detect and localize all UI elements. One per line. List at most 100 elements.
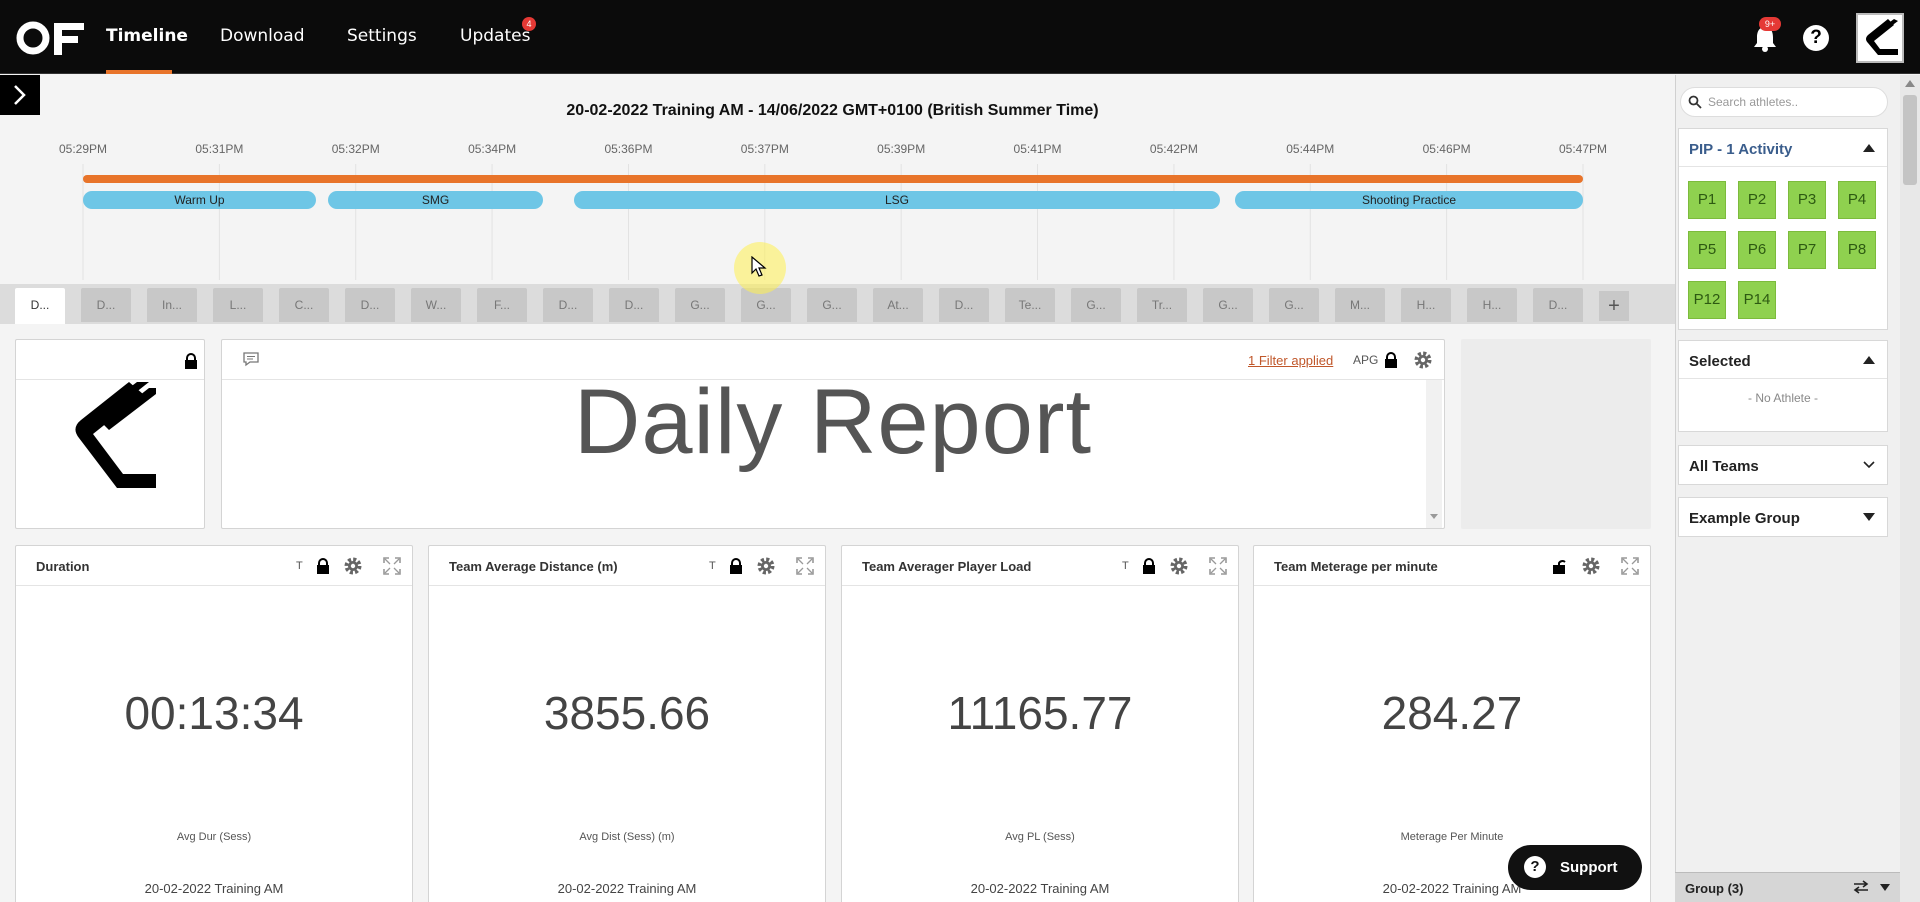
caret-down-icon[interactable] — [1880, 884, 1890, 891]
team-logo — [75, 382, 156, 488]
athlete-chip[interactable]: P6 — [1738, 231, 1776, 269]
nav-updates[interactable]: Updates — [460, 26, 531, 46]
notifications-badge: 9+ — [1759, 17, 1781, 31]
dashboard-tab[interactable]: D... — [1533, 288, 1583, 322]
metric-label: Avg Dur (Sess) — [176, 831, 252, 843]
top-nav-bar: Timeline Download Settings Updates 4 9+ … — [0, 0, 1920, 74]
metric-panel: Team Meterage per minute 284.27 Meterage P… — [1253, 545, 1651, 902]
dashboard-tab[interactable]: G... — [741, 288, 791, 322]
athlete-search-input[interactable]: Search athletes.. — [1680, 87, 1888, 117]
user-avatar[interactable] — [1856, 13, 1904, 63]
report-scrollbar[interactable] — [1426, 380, 1442, 528]
session-range-bar[interactable] — [83, 175, 1583, 183]
dashboard-tab[interactable]: M... — [1335, 288, 1385, 322]
athlete-chip[interactable]: P7 — [1788, 231, 1826, 269]
dashboard-tab[interactable]: H... — [1401, 288, 1451, 322]
filter-applied-link[interactable]: 1 Filter applied — [1248, 353, 1334, 368]
nav-settings[interactable]: Settings — [347, 26, 417, 46]
metric-panel: Team Averager Player Load T 11165.77 Avg PL… — [841, 545, 1239, 902]
dashboard-tab[interactable]: G... — [1269, 288, 1319, 322]
logo-panel — [15, 339, 205, 529]
dashboard-tab[interactable]: D... — [81, 288, 131, 322]
expand-icon[interactable] — [1209, 557, 1227, 575]
dashboard-tab[interactable]: In... — [147, 288, 197, 322]
swap-icon[interactable] — [1852, 880, 1870, 894]
timeline-chart[interactable]: 05:29PM 05:31PM 05:32PM 05:34PM 05:36PM 05:37… — [0, 130, 1675, 286]
dashboard-tab[interactable]: G... — [675, 288, 725, 322]
timeline-segment[interactable] — [328, 191, 543, 209]
lock-icon[interactable] — [184, 353, 198, 369]
app-logo[interactable] — [16, 20, 86, 56]
metric-title: Team Meterage per minute — [1274, 559, 1438, 574]
dashboard-tab[interactable]: Tr... — [1137, 288, 1187, 322]
athlete-chip[interactable]: P5 — [1688, 231, 1726, 269]
timeline-segment[interactable] — [1235, 191, 1583, 209]
timeline-segment[interactable] — [574, 191, 1220, 209]
metric-session: 20-02-2022 Training AM — [144, 881, 284, 896]
dashboard-tab[interactable]: L... — [213, 288, 263, 322]
dashboard-tab[interactable]: G... — [1203, 288, 1253, 322]
athlete-chip[interactable]: P1 — [1688, 181, 1726, 219]
sidebar-scroll-thumb[interactable] — [1903, 95, 1917, 185]
example-group-dropdown[interactable]: Example Group — [1678, 497, 1888, 537]
lock-icon[interactable] — [1384, 352, 1398, 368]
gear-icon[interactable] — [1581, 556, 1601, 576]
dashboard-tab[interactable]: D... — [939, 288, 989, 322]
metric-value: 11165.77 — [947, 687, 1133, 739]
expand-icon[interactable] — [383, 557, 401, 575]
sidebar-scrollbar[interactable] — [1900, 75, 1920, 902]
athlete-chip[interactable]: P14 — [1738, 281, 1776, 319]
active-tab-indicator — [106, 70, 172, 74]
collapse-icon[interactable] — [1863, 144, 1875, 152]
metric-header: Team Average Distance (m) T — [429, 546, 825, 586]
daily-report-panel: 1 Filter applied APG Daily Report — [221, 339, 1445, 529]
nav-download[interactable]: Download — [220, 26, 305, 46]
dashboard-tab[interactable]: Te... — [1005, 288, 1055, 322]
nav-timeline[interactable]: Timeline — [106, 26, 188, 46]
comment-icon[interactable] — [242, 351, 260, 367]
metric-header: Team Meterage per minute — [1254, 546, 1650, 586]
athlete-chip[interactable]: P12 — [1688, 281, 1726, 319]
dashboard-tab[interactable]: At... — [873, 288, 923, 322]
collapse-icon[interactable] — [1863, 356, 1875, 364]
expand-icon[interactable] — [1621, 557, 1639, 575]
metric-type-label: T — [296, 560, 303, 572]
sidebar-toggle-button[interactable] — [0, 75, 40, 115]
athlete-chip[interactable]: P4 — [1838, 181, 1876, 219]
dashboard-tab[interactable]: W... — [411, 288, 461, 322]
help-icon[interactable]: ? — [1803, 25, 1829, 51]
all-teams-dropdown[interactable]: All Teams — [1678, 445, 1888, 485]
lock-icon[interactable] — [316, 558, 330, 574]
athlete-chip[interactable]: P2 — [1738, 181, 1776, 219]
timeline-segment[interactable] — [83, 191, 316, 209]
metric-value: 00:13:34 — [124, 687, 304, 739]
dashboard-tab[interactable]: G... — [1071, 288, 1121, 322]
unlock-icon[interactable] — [1552, 558, 1566, 574]
gear-icon[interactable] — [756, 556, 776, 576]
gear-icon[interactable] — [1413, 350, 1433, 370]
lock-icon[interactable] — [1142, 558, 1156, 574]
gear-icon[interactable] — [343, 556, 363, 576]
timeline-tick-label: 05:31PM — [195, 142, 243, 156]
scroll-up-icon[interactable] — [1905, 80, 1915, 87]
example-group-label: Example Group — [1689, 510, 1800, 527]
lock-icon[interactable] — [729, 558, 743, 574]
athlete-chip[interactable]: P3 — [1788, 181, 1826, 219]
dashboard-tab[interactable]: G... — [807, 288, 857, 322]
timeline-tick-label: 05:29PM — [59, 142, 107, 156]
group-footer-bar[interactable] — [1675, 872, 1900, 902]
scroll-down-icon[interactable] — [1430, 514, 1438, 520]
expand-icon[interactable] — [796, 557, 814, 575]
dashboard-tab[interactable]: D... — [345, 288, 395, 322]
gear-icon[interactable] — [1169, 556, 1189, 576]
dashboard-tab[interactable]: C... — [279, 288, 329, 322]
dashboard-tab[interactable]: F... — [477, 288, 527, 322]
bell-icon[interactable] — [1752, 24, 1778, 52]
dashboard-tab[interactable]: H... — [1467, 288, 1517, 322]
dashboard-tab[interactable]: D... — [609, 288, 659, 322]
add-tab-button[interactable]: + — [1599, 291, 1629, 321]
dashboard-tab[interactable]: D... — [15, 288, 65, 324]
timeline-title: 20-02-2022 Training AM - 14/06/2022 GMT+… — [566, 102, 1099, 119]
dashboard-tab[interactable]: D... — [543, 288, 593, 322]
athlete-chip[interactable]: P8 — [1838, 231, 1876, 269]
